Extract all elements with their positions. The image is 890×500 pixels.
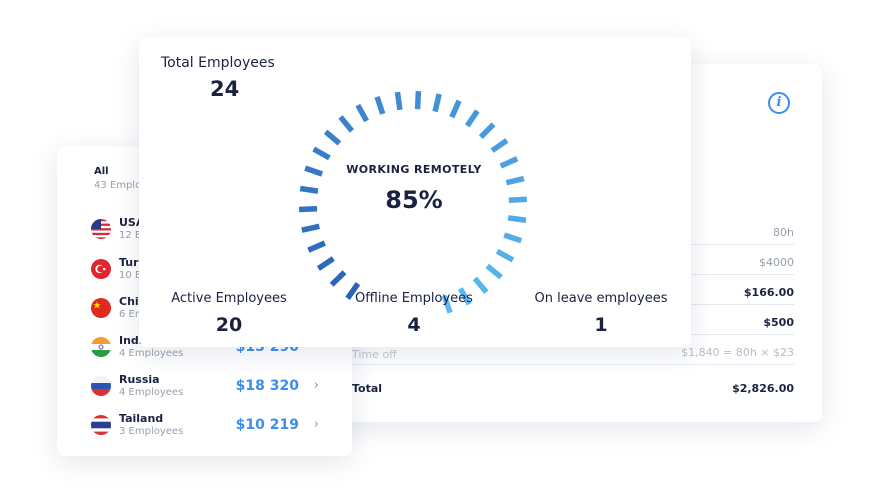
country-employees: 4 Employees (119, 387, 184, 398)
country-item-russia[interactable]: Russia 4 Employees $18 320 › (91, 373, 331, 403)
gauge-segment (507, 215, 527, 223)
gauge-segment (304, 165, 324, 177)
invoice-total-value: $2,826.00 (732, 382, 794, 395)
country-employees: 3 Employees (119, 426, 184, 437)
stat-label: On leave employees (534, 291, 668, 306)
stat-value: 1 (594, 314, 608, 336)
gauge-segment (394, 91, 403, 111)
country-name: USA (119, 216, 145, 229)
invoice-row-value: $1,840 = 80h × $23 (681, 346, 794, 359)
stat-on-leave: On leave employees 1 (511, 291, 691, 336)
country-name: Russia (119, 373, 160, 386)
stat-value: 20 (215, 314, 243, 336)
gauge-segment (355, 103, 369, 123)
india-flag-icon (91, 337, 111, 357)
gauge-segment (508, 196, 527, 203)
gauge-segment (307, 240, 326, 253)
invoice-row-value: $500 (763, 316, 794, 329)
gauge-segment (490, 138, 509, 153)
invoice-row-label: Time off (352, 348, 397, 361)
gauge-label: WORKING REMOTELY (346, 163, 482, 176)
gauge-segment (464, 109, 480, 128)
invoice-total-row: Total $2,826.00 (352, 382, 794, 395)
all-countries-label[interactable]: All (94, 166, 109, 177)
gauge-segment (441, 294, 453, 314)
stat-label: Offline Employees (355, 291, 473, 306)
employees-summary-card: Total Employees 24 WORKING REMOTELY 85% … (139, 37, 691, 347)
country-employees: 4 Employees (119, 348, 184, 359)
chevron-right-icon[interactable]: › (313, 378, 319, 393)
gauge-segment (301, 223, 320, 233)
thailand-flag-icon (91, 415, 111, 435)
gauge-segment (432, 93, 442, 113)
gauge-segment (457, 287, 472, 306)
russia-flag-icon (91, 376, 111, 396)
total-employees-label: Total Employees (161, 55, 275, 71)
china-flag-icon (91, 298, 111, 318)
gauge-segment (472, 276, 489, 294)
total-employees-value: 24 (210, 77, 240, 101)
country-name: Tailand (119, 412, 164, 425)
stat-value: 4 (407, 314, 421, 336)
gauge-segment (495, 248, 515, 263)
invoice-total-label: Total (352, 382, 383, 395)
all-countries-count: 43 Employees (94, 180, 165, 191)
country-amount: $18 320 (235, 378, 299, 394)
country-amount: $10 219 (235, 417, 299, 433)
gauge-segment (414, 90, 422, 110)
turkey-flag-icon (91, 259, 111, 279)
gauge-segment (316, 256, 335, 271)
us-flag-icon (91, 219, 111, 239)
gauge-segment (485, 263, 503, 280)
gauge-segment (374, 95, 386, 115)
country-item-thailand[interactable]: Tailand 3 Employees $10 219 › (91, 412, 331, 442)
gauge-segment (312, 146, 331, 161)
gauge-segment (505, 175, 525, 186)
invoice-row-value: $166.00 (743, 286, 794, 299)
chevron-right-icon[interactable]: › (313, 417, 319, 432)
invoice-row: Time off $1,840 = 80h × $23 (352, 334, 794, 365)
gauge-segment (478, 122, 496, 139)
gauge-segment (499, 156, 519, 169)
gauge-segment (449, 99, 462, 119)
gauge-segment (329, 270, 347, 287)
gauge-value: 85% (385, 186, 443, 214)
remote-gauge (298, 90, 527, 314)
info-icon[interactable]: i (768, 92, 790, 114)
gauge-segment (298, 206, 318, 213)
gauge-segment (345, 282, 361, 300)
stat-offline: Offline Employees 4 (324, 291, 504, 336)
stat-label: Active Employees (171, 291, 287, 306)
gauge-segment (338, 115, 355, 133)
gauge-segment (299, 185, 319, 194)
gauge-segment (503, 232, 523, 244)
gauge-segment (323, 129, 342, 146)
stat-active: Active Employees 20 (139, 291, 319, 336)
invoice-row-value: 80h (773, 226, 794, 239)
invoice-row-value: $4000 (759, 256, 794, 269)
